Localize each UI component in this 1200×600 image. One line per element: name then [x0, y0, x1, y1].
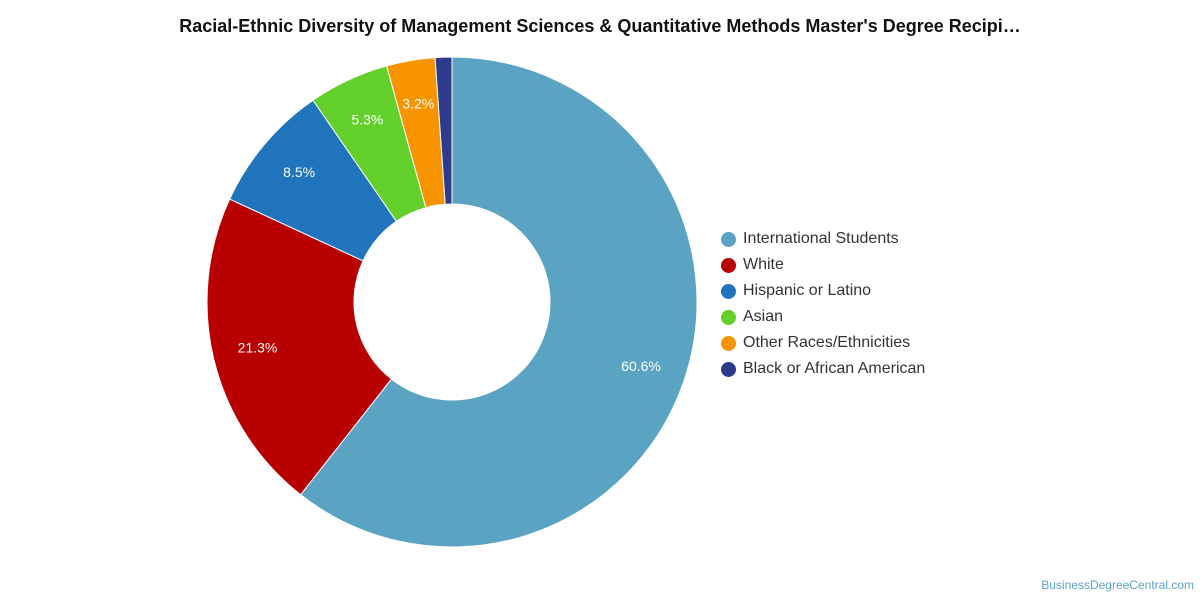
- slice-label-other-races-ethnicities: 3.2%: [402, 96, 434, 112]
- slice-label-white: 21.3%: [238, 339, 278, 355]
- legend-swatch: [721, 283, 736, 299]
- slice-international-students[interactable]: [299, 56, 698, 548]
- legend-item-international-students[interactable]: International Students: [721, 226, 925, 252]
- legend-item-asian[interactable]: Asian: [721, 304, 925, 330]
- legend-label: Other Races/Ethnicities: [743, 334, 911, 351]
- slice-white[interactable]: [206, 198, 393, 496]
- slice-black-or-african-american[interactable]: [434, 56, 453, 205]
- legend-swatch: [721, 231, 736, 247]
- legend-label: Hispanic or Latino: [743, 282, 872, 299]
- slice-label-asian: 5.3%: [351, 111, 383, 127]
- legend-item-hispanic-or-latino[interactable]: Hispanic or Latino: [721, 278, 925, 304]
- slice-label-international-students: 60.6%: [621, 358, 661, 374]
- source-credit-link[interactable]: BusinessDegreeCentral.com: [1041, 578, 1194, 592]
- legend-label: White: [743, 256, 784, 273]
- slice-label-hispanic-or-latino: 8.5%: [283, 164, 315, 180]
- legend-label: Asian: [743, 308, 784, 325]
- legend-swatch: [721, 335, 736, 351]
- legend-label: International Students: [743, 230, 899, 247]
- legend-item-other-races-ethnicities[interactable]: Other Races/Ethnicities: [721, 330, 925, 356]
- chart-title: Racial-Ethnic Diversity of Management Sc…: [179, 16, 1021, 36]
- legend-swatch: [721, 361, 736, 377]
- legend-swatch: [721, 309, 736, 325]
- legend-label: Black or African American: [743, 360, 926, 377]
- legend-item-black-or-african-american[interactable]: Black or African American: [721, 356, 925, 382]
- legend-swatch: [721, 257, 736, 273]
- slice-labels-layer: 60.6% 21.3% 8.5% 5.3% 3.2%: [238, 96, 661, 375]
- slices-layer: [206, 56, 698, 548]
- legend-item-white[interactable]: White: [721, 252, 925, 278]
- chart-legend: International Students White Hispanic or L…: [721, 226, 925, 382]
